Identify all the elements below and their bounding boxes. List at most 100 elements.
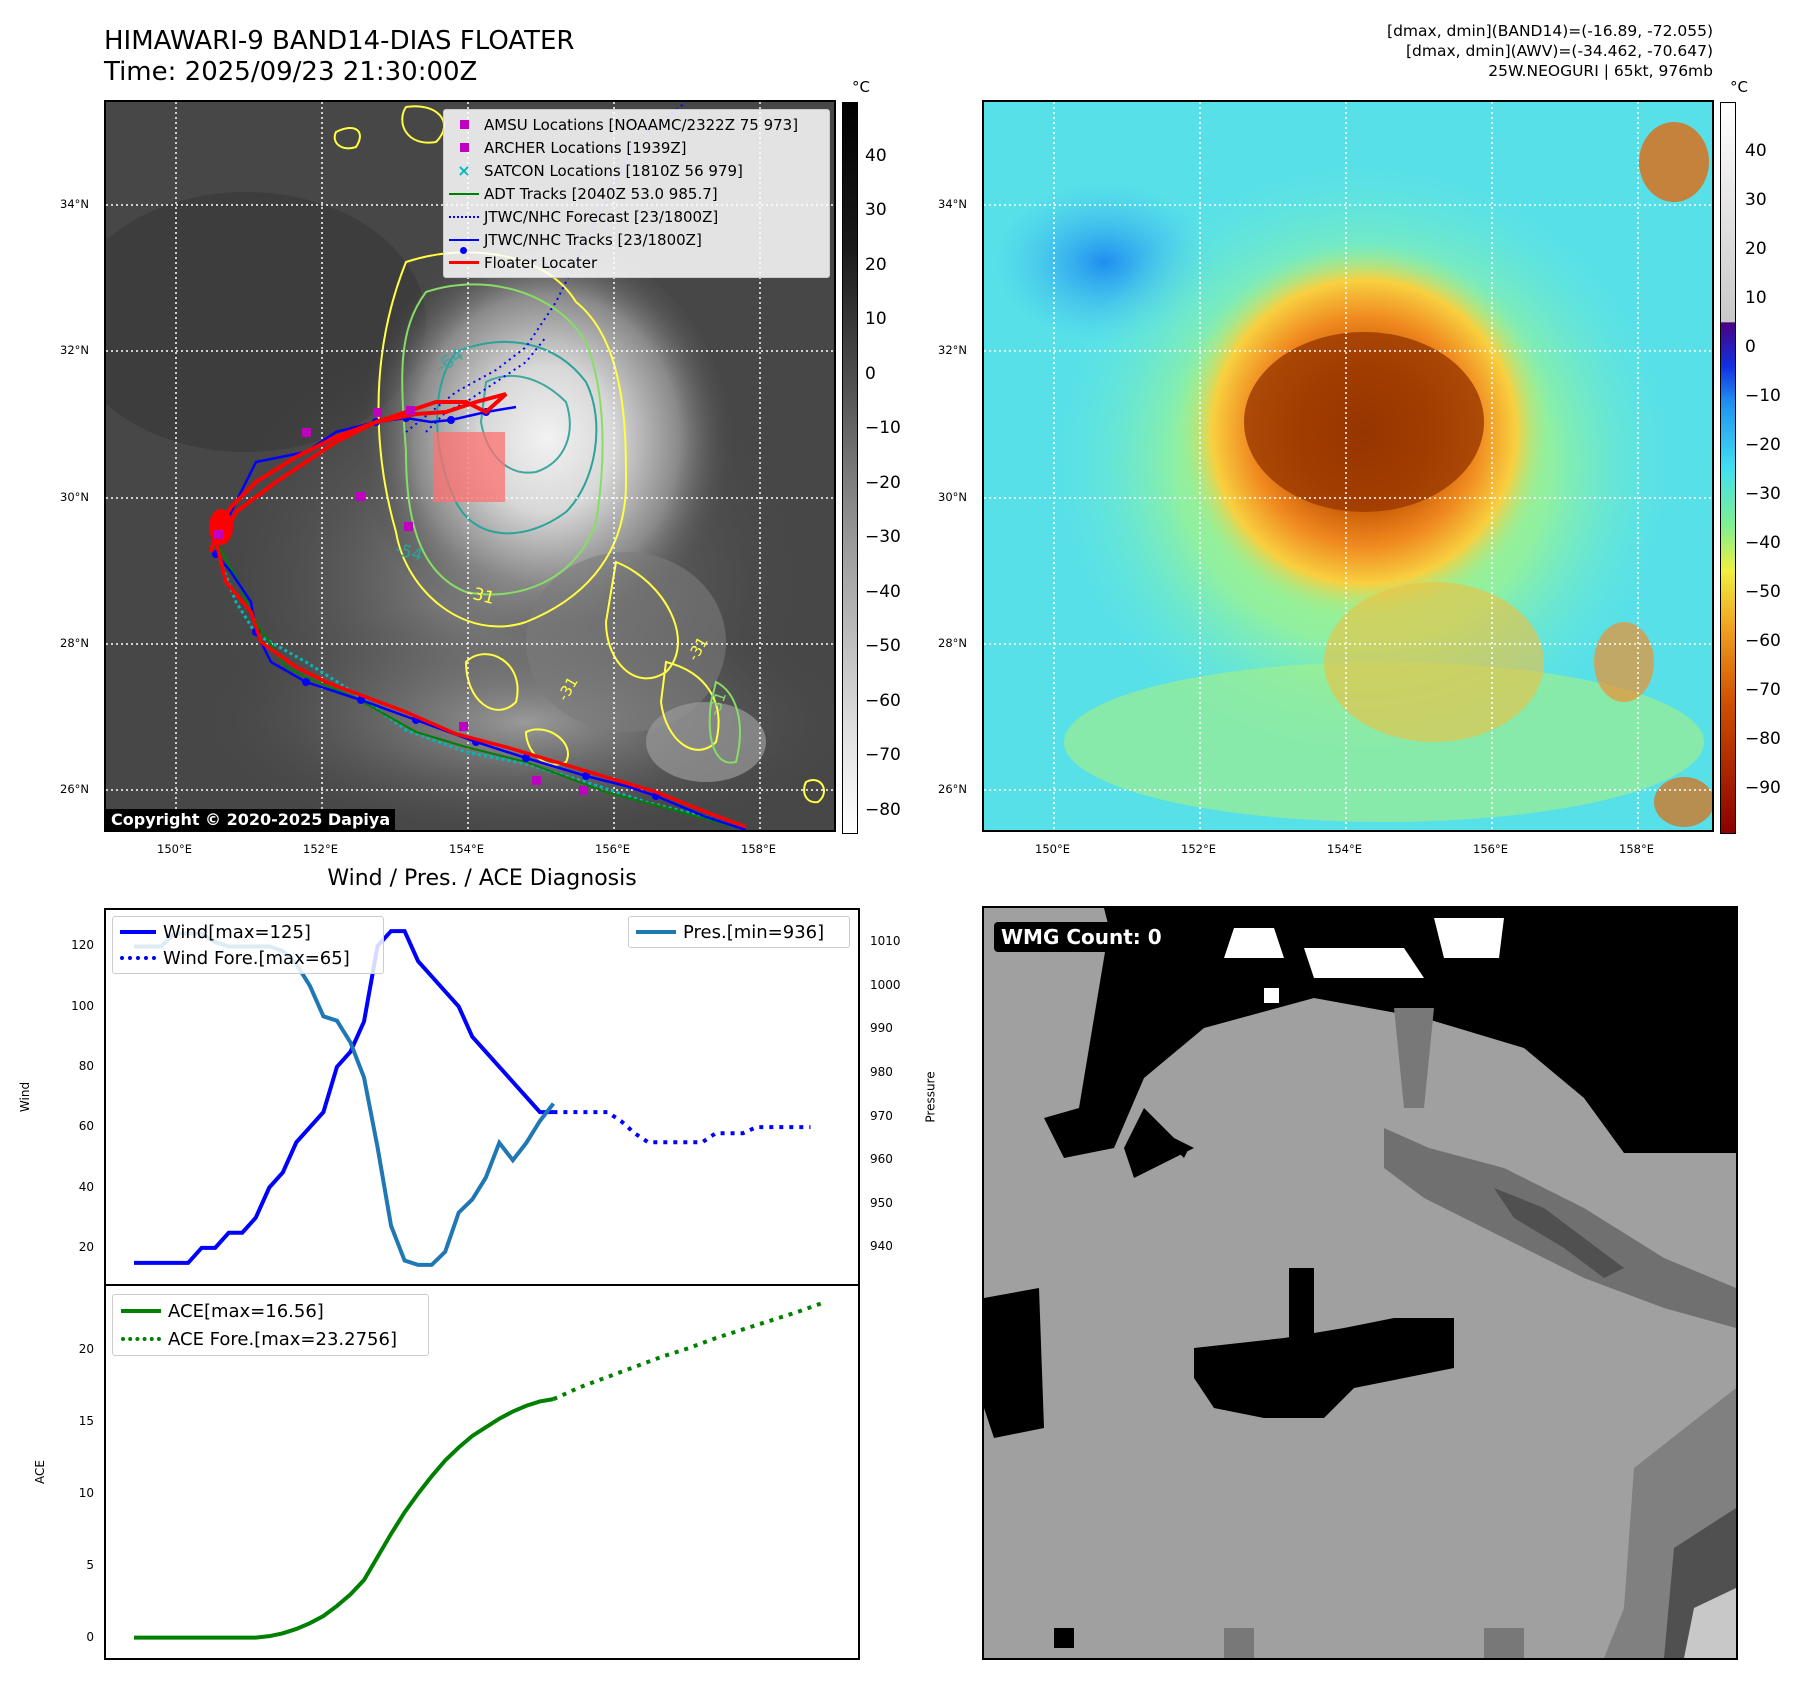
floater-track (209, 392, 508, 553)
cb-tick: 40 (1745, 141, 1767, 161)
wind-forecast-line (553, 1110, 811, 1145)
lat-label: 26°N (938, 782, 967, 796)
wind-pres-panel: 20 40 60 80 100 120 Wind[max=125] Wind Fore.[… (56, 908, 866, 1286)
cb-tick: −70 (1745, 680, 1781, 700)
wind-tick-label-html: 40 (78, 1179, 94, 1194)
square-marker-icon (444, 143, 484, 152)
color-map-panel (982, 100, 1714, 832)
lat-label: 32°N (938, 343, 967, 357)
lat-label: 28°N (60, 636, 89, 650)
cb-tick: −10 (865, 418, 901, 438)
pres-tick-label: 940 (870, 1239, 893, 1254)
lat-label: 34°N (938, 197, 967, 211)
cb-tick: 20 (1745, 239, 1767, 259)
ace-tick-label: 20 (78, 1341, 94, 1356)
line-icon (629, 930, 683, 934)
legend-pres: Pres.[min=936] (629, 919, 849, 945)
wind-series-line (134, 929, 554, 1265)
ace-tick-label: 0 (86, 1629, 94, 1644)
info-storm: 25W.NEOGURI | 65kt, 976mb (1488, 62, 1713, 80)
cb-tick: −20 (865, 473, 901, 493)
copyright-badge: Copyright © 2020-2025 Dapiya (106, 809, 396, 830)
pres-tick-label: 980 (870, 1065, 893, 1079)
legend-wind: Wind[max=125] (113, 919, 383, 945)
dotted-line-icon (113, 956, 163, 960)
legend-label: ACE Fore.[max=23.2756] (168, 1328, 397, 1350)
legend-ace-fore: ACE Fore.[max=23.2756] (113, 1325, 428, 1353)
awv-colorbar-unit: °C (1730, 78, 1748, 96)
ir-colorbar-unit: °C (852, 78, 870, 96)
lat-label: 34°N (60, 197, 89, 211)
amsu-points (214, 406, 588, 795)
lon-label: 158°E (741, 842, 776, 856)
wind-legend: Wind[max=125] Wind Fore.[max=65] (112, 916, 384, 974)
floater-box (433, 432, 505, 502)
dotted-line-icon (444, 215, 484, 218)
cb-tick: 10 (865, 309, 887, 329)
ace-tick-label: 10 (78, 1485, 94, 1500)
lon-label: 154°E (449, 842, 484, 856)
cb-tick: −40 (865, 582, 901, 602)
cb-tick: −70 (865, 745, 901, 765)
wind-tick-label-html: 60 (78, 1119, 94, 1134)
cb-tick: −40 (1745, 533, 1781, 553)
ir-colorbar (842, 102, 858, 834)
legend-item-floater: Floater Locater (444, 251, 829, 274)
diagnosis-title: Wind / Pres. / ACE Diagnosis (327, 866, 637, 891)
map-legend: AMSU Locations [NOAAMC/2322Z 75 973] ARC… (443, 109, 830, 278)
pres-tick-label: 960 (870, 1152, 893, 1167)
info-band14: [dmax, dmin](BAND14)=(-16.89, -72.055) (1387, 22, 1713, 40)
line-icon (113, 930, 163, 934)
legend-label: Wind[max=125] (163, 921, 311, 943)
pres-tick-label: 970 (870, 1108, 893, 1123)
ir-map-panel: -64 -54 -31 -31 -31 -31 (104, 100, 836, 832)
lat-label: 32°N (60, 343, 89, 357)
lon-label: 150°E (1035, 842, 1070, 856)
floater-cluster (209, 509, 233, 545)
lon-label: 158°E (1619, 842, 1654, 856)
wmg-panel: WMG Count: 0 (982, 906, 1738, 1660)
floater-track-past (214, 541, 747, 829)
wind-tick-label-html: 100 (71, 998, 94, 1013)
cb-tick: −90 (1745, 778, 1781, 798)
x-marker-icon: × (457, 161, 471, 180)
cb-tick: −60 (865, 691, 901, 711)
lon-label: 150°E (157, 842, 192, 856)
cb-tick: 30 (865, 200, 887, 220)
pressure-ylabel: Pressure (923, 1071, 938, 1123)
legend-label: ACE[max=16.56] (168, 1300, 324, 1322)
pres-tick-label: 1000 (870, 977, 901, 992)
lon-label: 156°E (1473, 842, 1508, 856)
legend-label: Floater Locater (484, 253, 598, 272)
line-icon (444, 192, 484, 195)
wind-tick-label-html: 120 (71, 938, 94, 953)
ace-tick-label: 5 (86, 1557, 94, 1572)
legend-item-amsu: AMSU Locations [NOAAMC/2322Z 75 973] (444, 113, 829, 136)
cb-tick: 0 (1745, 337, 1756, 357)
wind-tick-label-html: 20 (78, 1239, 94, 1254)
lat-label: 30°N (60, 490, 89, 504)
legend-ace: ACE[max=16.56] (113, 1297, 428, 1325)
cb-tick: −80 (865, 800, 901, 820)
pres-tick-label: 1010 (870, 934, 901, 949)
cb-tick: −50 (865, 636, 901, 656)
legend-item-archer: ARCHER Locations [1939Z] (444, 136, 829, 159)
wind-ylabel: Wind (18, 1081, 33, 1113)
awv-colorbar (1720, 102, 1736, 834)
cb-tick: 0 (865, 364, 876, 384)
figure-time: Time: 2025/09/23 21:30:00Z (104, 57, 478, 87)
lon-label: 152°E (1181, 842, 1216, 856)
legend-item-adt: ADT Tracks [2040Z 53.0 985.7] (444, 182, 829, 205)
wind-tick-label-html: 80 (78, 1058, 94, 1073)
legend-wind-fore: Wind Fore.[max=65] (113, 945, 383, 971)
ace-series-line (134, 1397, 554, 1640)
map-gridlines-right (984, 102, 1712, 830)
line-icon (444, 261, 484, 264)
cb-tick: −30 (1745, 484, 1781, 504)
legend-item-tracks: JTWC/NHC Tracks [23/1800Z] (444, 228, 829, 254)
cb-tick: 10 (1745, 288, 1767, 308)
legend-label: ADT Tracks [2040Z 53.0 985.7] (484, 184, 718, 203)
cb-tick: 20 (865, 255, 887, 275)
dotted-line-icon (113, 1337, 168, 1341)
cb-tick: −50 (1745, 582, 1781, 602)
